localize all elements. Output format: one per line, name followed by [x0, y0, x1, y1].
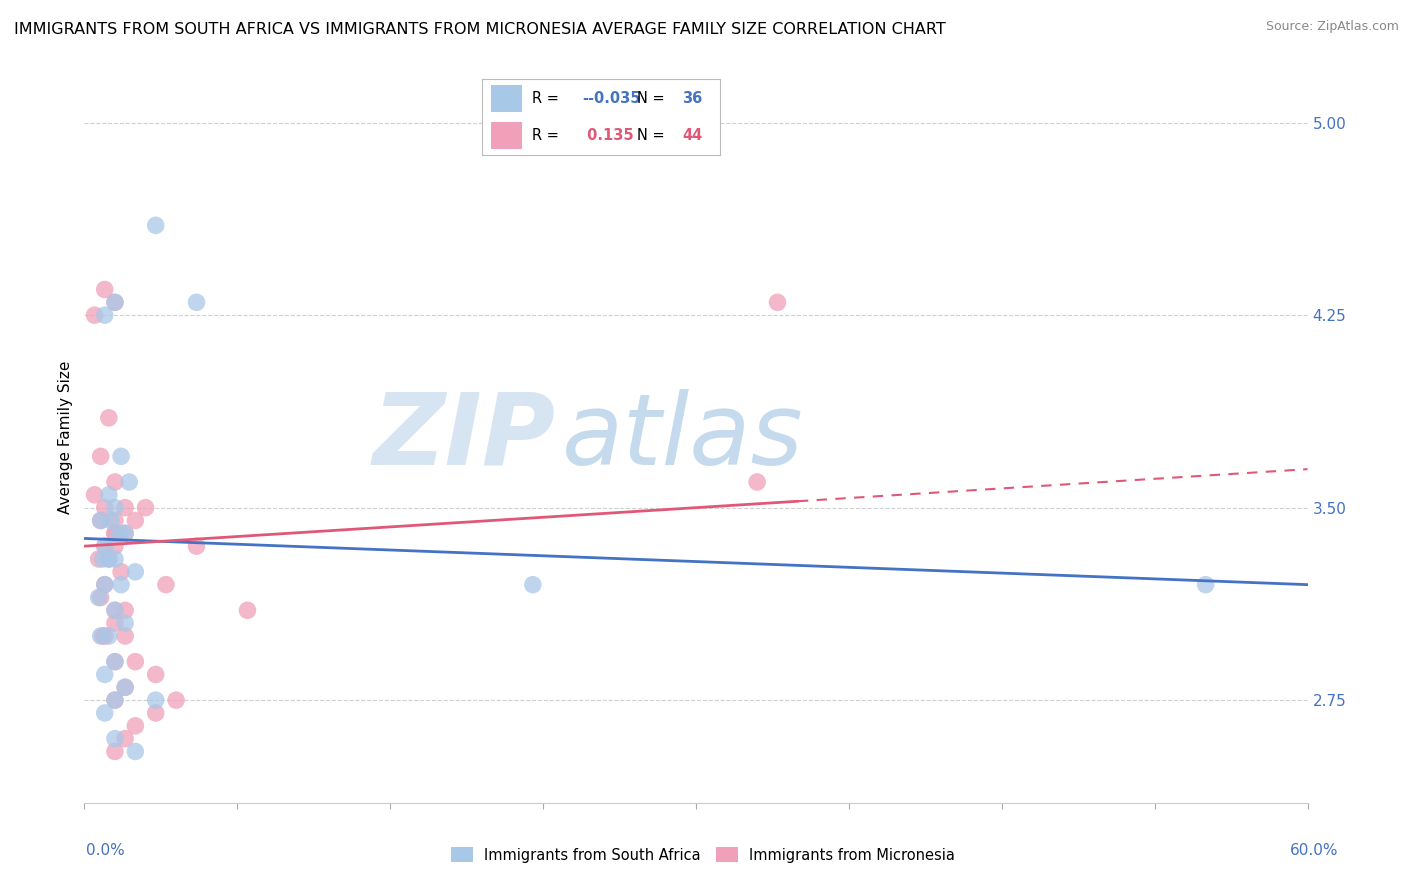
Point	[90, 591, 112, 605]
Point	[87, 591, 110, 605]
Point	[104, 526, 127, 541]
Point	[766, 295, 789, 310]
Point	[1195, 577, 1218, 591]
Point	[90, 514, 112, 528]
Point	[145, 219, 167, 233]
Point	[104, 655, 127, 669]
Point	[93, 577, 115, 591]
Point	[114, 681, 136, 695]
Point	[186, 539, 208, 553]
Point	[93, 667, 115, 681]
Legend: Immigrants from South Africa, Immigrants from Micronesia: Immigrants from South Africa, Immigrants…	[446, 841, 960, 869]
Point	[104, 731, 127, 746]
Y-axis label: Average Family Size: Average Family Size	[58, 360, 73, 514]
Point	[124, 744, 146, 758]
Text: 60.0%: 60.0%	[1291, 843, 1339, 858]
Point	[90, 514, 112, 528]
Point	[93, 308, 115, 322]
Point	[747, 475, 769, 489]
Point	[124, 655, 146, 669]
Point	[91, 629, 114, 643]
Point	[114, 526, 136, 541]
Point	[104, 500, 127, 515]
Point	[104, 603, 127, 617]
Point	[108, 526, 131, 541]
Point	[124, 514, 146, 528]
Point	[118, 475, 141, 489]
Point	[93, 539, 115, 553]
Point	[110, 577, 132, 591]
Point	[104, 693, 127, 707]
Point	[97, 552, 120, 566]
Point	[90, 629, 112, 643]
Point	[124, 719, 146, 733]
Point	[114, 681, 136, 695]
Point	[93, 629, 115, 643]
Point	[236, 603, 259, 617]
Point	[93, 283, 115, 297]
Point	[97, 410, 120, 425]
Point	[124, 565, 146, 579]
Point	[97, 488, 120, 502]
Point	[104, 616, 127, 631]
Point	[83, 488, 105, 502]
Point	[522, 577, 544, 591]
Point	[93, 500, 115, 515]
Point	[110, 450, 132, 464]
Text: Source: ZipAtlas.com: Source: ZipAtlas.com	[1265, 20, 1399, 33]
Point	[104, 552, 127, 566]
Point	[93, 706, 115, 720]
Point	[114, 731, 136, 746]
Point	[114, 526, 136, 541]
Point	[104, 693, 127, 707]
Point	[97, 629, 120, 643]
Point	[104, 475, 127, 489]
Point	[145, 667, 167, 681]
Text: IMMIGRANTS FROM SOUTH AFRICA VS IMMIGRANTS FROM MICRONESIA AVERAGE FAMILY SIZE C: IMMIGRANTS FROM SOUTH AFRICA VS IMMIGRAN…	[14, 22, 946, 37]
Point	[100, 514, 122, 528]
Point	[114, 629, 136, 643]
Text: ZIP: ZIP	[373, 389, 555, 485]
Point	[90, 450, 112, 464]
Point	[114, 603, 136, 617]
Point	[93, 539, 115, 553]
Point	[83, 308, 105, 322]
Point	[97, 552, 120, 566]
Point	[135, 500, 157, 515]
Point	[186, 295, 208, 310]
Point	[155, 577, 177, 591]
Point	[104, 295, 127, 310]
Point	[93, 577, 115, 591]
Point	[91, 552, 114, 566]
Point	[145, 706, 167, 720]
Point	[145, 693, 167, 707]
Point	[104, 526, 127, 541]
Point	[114, 500, 136, 515]
Point	[104, 603, 127, 617]
Point	[104, 295, 127, 310]
Point	[104, 655, 127, 669]
Point	[110, 565, 132, 579]
Point	[114, 616, 136, 631]
Point	[165, 693, 187, 707]
Point	[104, 539, 127, 553]
Text: atlas: atlas	[561, 389, 803, 485]
Point	[104, 744, 127, 758]
Text: 0.0%: 0.0%	[86, 843, 125, 858]
Point	[87, 552, 110, 566]
Point	[104, 514, 127, 528]
